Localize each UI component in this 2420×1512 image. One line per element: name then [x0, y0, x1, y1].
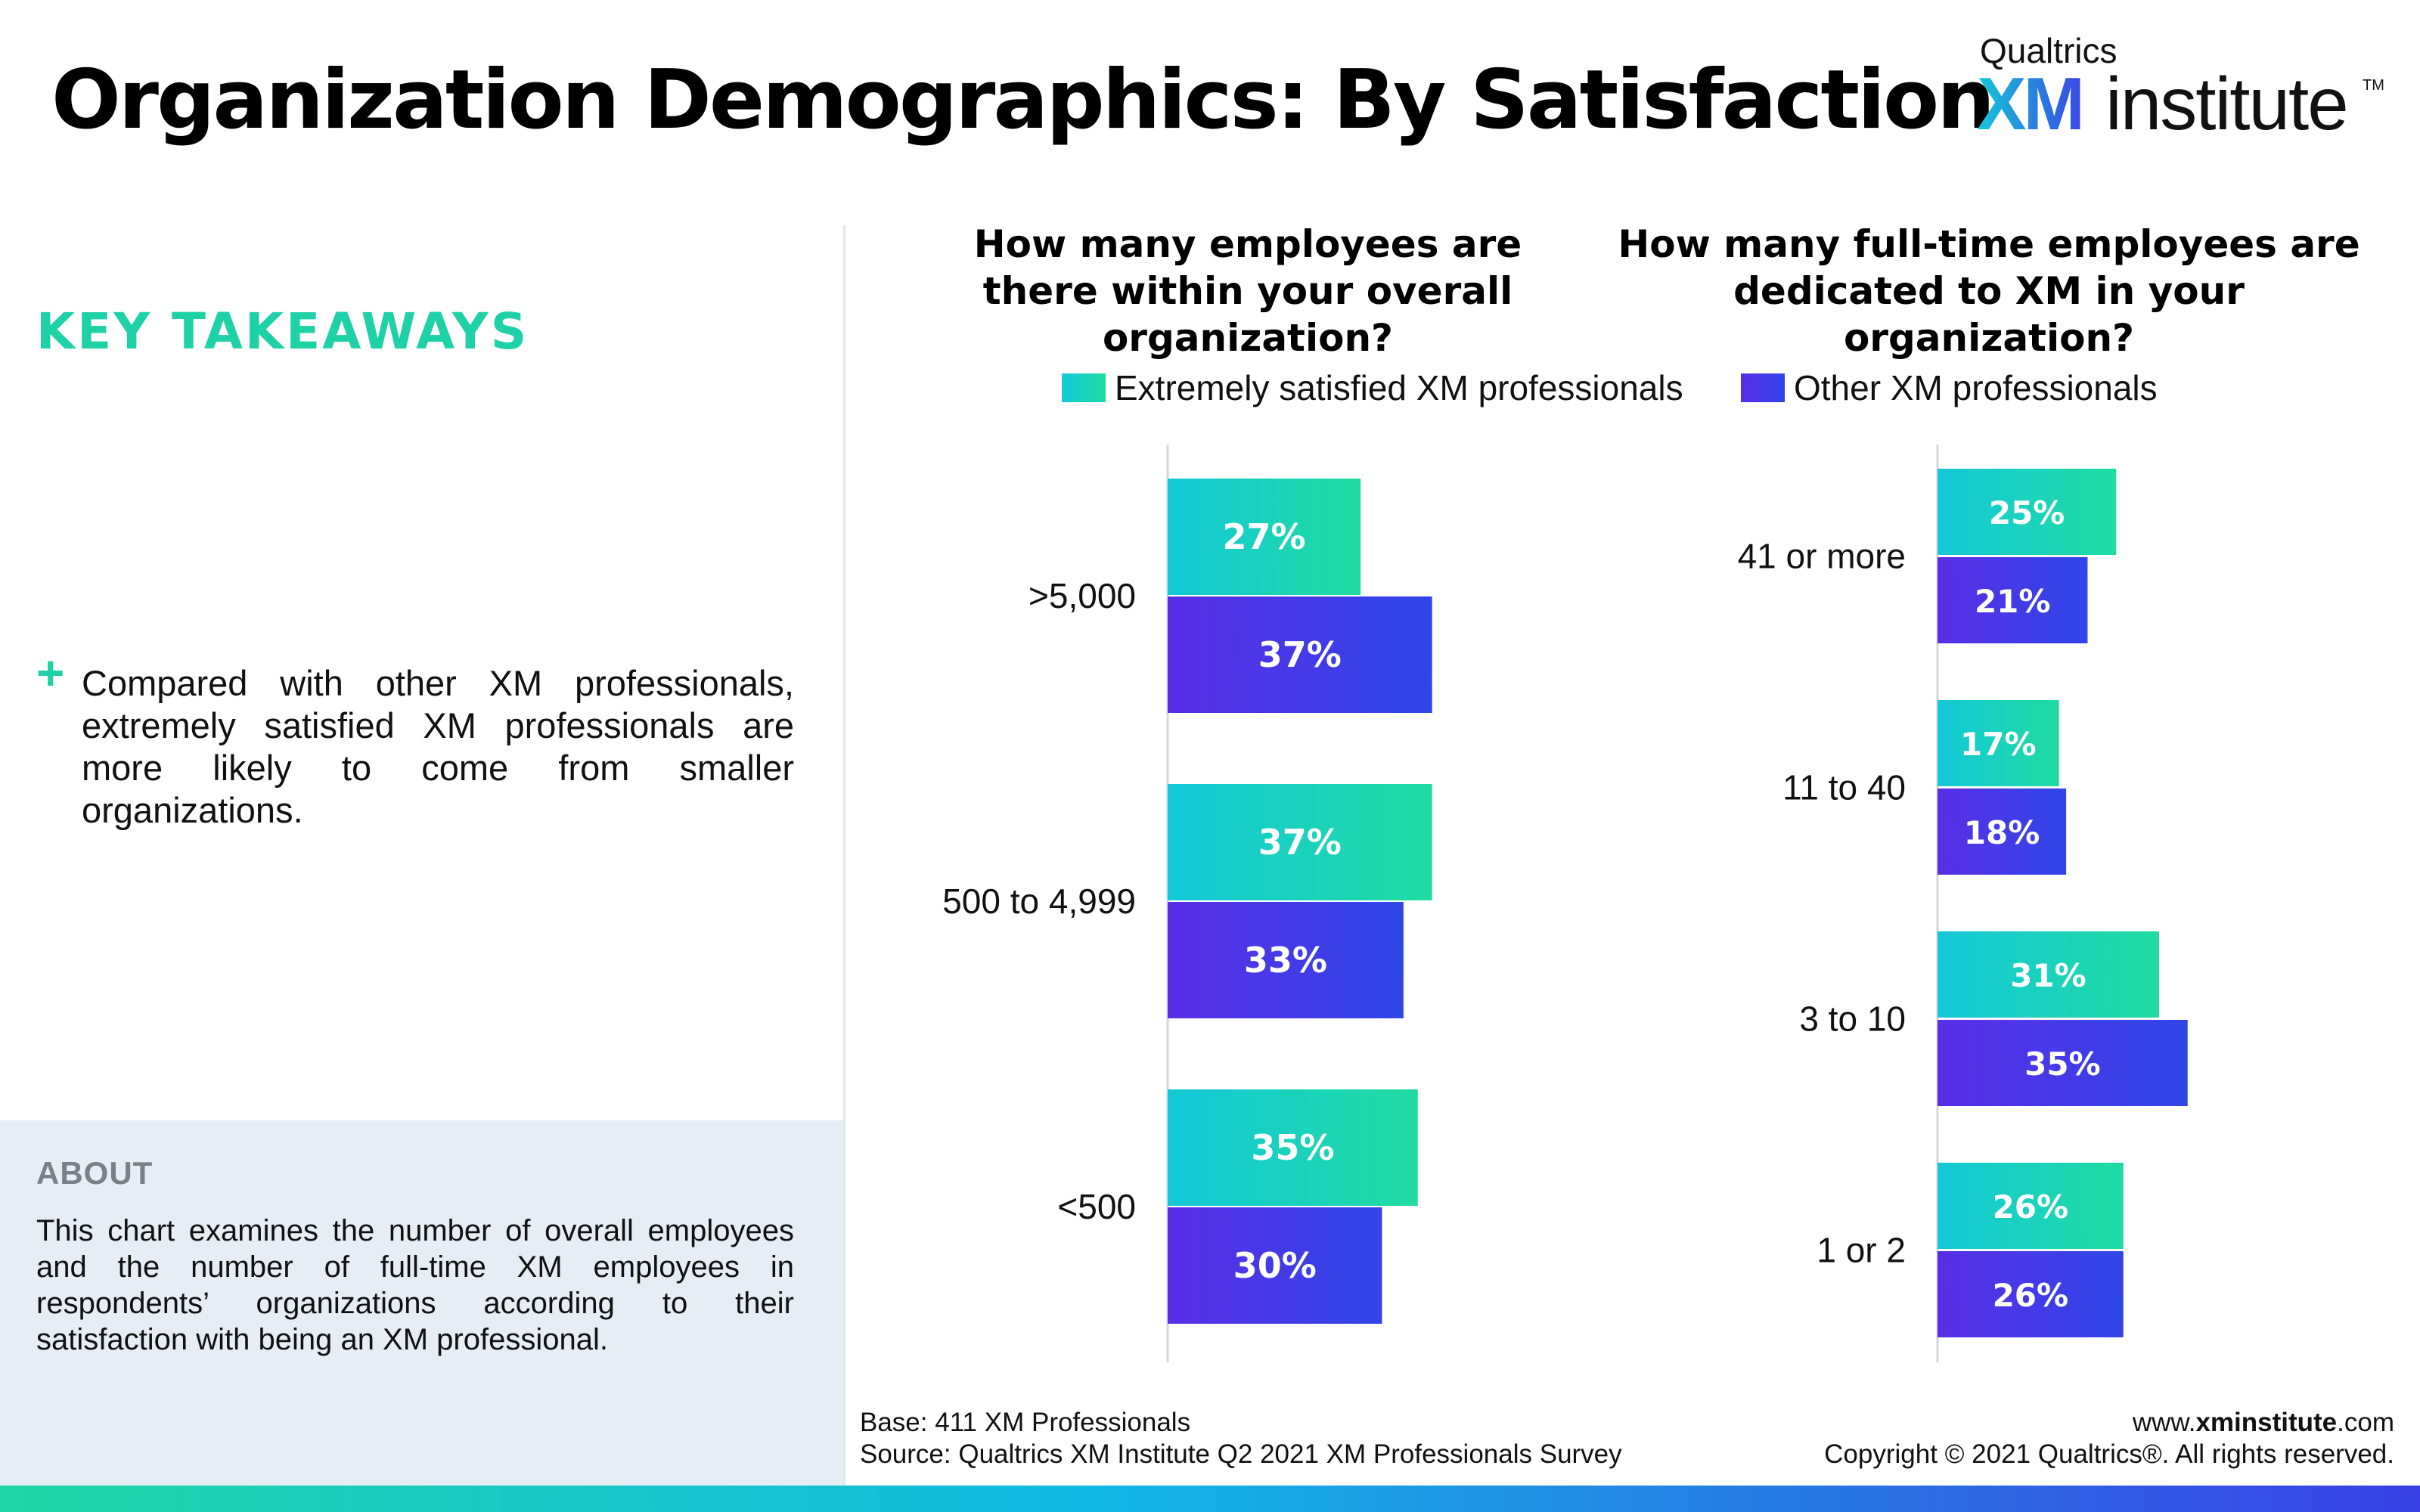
website-domain: xminstitute — [2195, 1408, 2338, 1437]
plus-icon: + — [36, 646, 65, 700]
xm-institute-logo: Qualtrics XM institute TM — [1977, 30, 2385, 144]
bar-other — [1938, 1020, 2188, 1106]
category-label: <500 — [1057, 1187, 1136, 1226]
bar-extremely-satisfied — [1938, 1163, 2124, 1249]
chart-title-xm-employees: How many full-time employees are dedicat… — [1618, 222, 2360, 360]
legend-label: Other XM professionals — [1794, 368, 2158, 407]
page-title: Organization Demographics: By Satisfacti… — [51, 53, 1995, 147]
category-label: 500 to 4,999 — [942, 881, 1136, 921]
website-prefix: www. — [2132, 1408, 2196, 1437]
legend-label: Extremely satisfied XM professionals — [1115, 368, 1683, 407]
logo-xm-mark: XM — [1977, 62, 2085, 145]
bar-chart-xm-employees: 41 or more 25% 21% 11 to 40 17% 18% 3 to 10 31%… — [1738, 445, 2188, 1362]
logo-company-name: Qualtrics — [1980, 31, 2118, 70]
bar-extremely-satisfied — [1938, 700, 2059, 786]
bar-value-label: 27% — [1223, 516, 1306, 557]
category-label: 3 to 10 — [1799, 999, 1906, 1039]
bar-other — [1168, 902, 1404, 1018]
bar-extremely-satisfied — [1938, 469, 2117, 555]
about-panel: ABOUT This chart examines the number of … — [0, 1120, 843, 1486]
bar-extremely-satisfied — [1168, 1089, 1418, 1206]
bar-extremely-satisfied — [1168, 479, 1361, 595]
bottom-gradient-bar — [0, 1486, 2420, 1512]
bar-other — [1168, 1207, 1382, 1324]
bar-value-label: 37% — [1258, 634, 1342, 675]
bar-value-label: 31% — [2010, 957, 2086, 994]
category-label: 1 or 2 — [1817, 1231, 1906, 1270]
bar-value-label: 17% — [1960, 726, 2037, 763]
bar-value-label: 30% — [1233, 1245, 1317, 1286]
category-label: >5,000 — [1028, 576, 1136, 615]
bar-value-label: 37% — [1258, 822, 1342, 863]
panel-divider — [843, 225, 845, 1486]
category-label: 41 or more — [1738, 537, 1906, 576]
bar-value-label: 33% — [1244, 940, 1327, 981]
takeaway-item: Compared with other XM professionals, ex… — [82, 663, 794, 830]
bar-other — [1938, 789, 2067, 875]
bar-chart-overall-employees: >5,000 27% 37% 500 to 4,999 37% 33% <500 35% 30% — [942, 445, 1432, 1362]
bar-value-label: 35% — [1251, 1127, 1334, 1168]
copyright-note: Copyright © 2021 Qualtrics®. All rights … — [1824, 1439, 2394, 1469]
source-note: Source: Qualtrics XM Institute Q2 2021 X… — [860, 1439, 1622, 1469]
bar-value-label: 18% — [1964, 814, 2040, 851]
category-label: 11 to 40 — [1782, 768, 1906, 807]
bar-value-label: 26% — [1993, 1188, 2069, 1225]
bar-other — [1938, 557, 2088, 643]
website-suffix: .com — [2337, 1408, 2394, 1437]
bar-value-label: 26% — [1993, 1277, 2069, 1314]
key-takeaways-heading: KEY TAKEAWAYS — [36, 302, 529, 361]
bar-extremely-satisfied — [1938, 931, 2159, 1018]
chart-title-overall-employees: How many employees are there within your… — [973, 222, 1522, 360]
bar-value-label: 35% — [2024, 1046, 2101, 1083]
bar-value-label: 25% — [1989, 494, 2065, 531]
base-note: Base: 411 XM Professionals — [860, 1408, 1191, 1437]
bar-extremely-satisfied — [1168, 784, 1432, 900]
about-heading: ABOUT — [36, 1155, 154, 1191]
logo-trademark: TM — [2363, 77, 2384, 94]
legend-swatch-purple — [1741, 373, 1785, 402]
about-text: This chart examines the number of overal… — [36, 1214, 794, 1356]
logo-institute-word: institute — [2105, 62, 2349, 145]
website-link[interactable]: www.xminstitute.com — [2133, 1408, 2394, 1438]
bar-value-label: 21% — [1975, 583, 2051, 620]
legend-swatch-teal — [1062, 373, 1106, 402]
bar-other — [1938, 1251, 2124, 1337]
bar-other — [1168, 596, 1432, 713]
takeaways-panel: KEY TAKEAWAYS + Compared with other XM p… — [0, 197, 843, 1486]
